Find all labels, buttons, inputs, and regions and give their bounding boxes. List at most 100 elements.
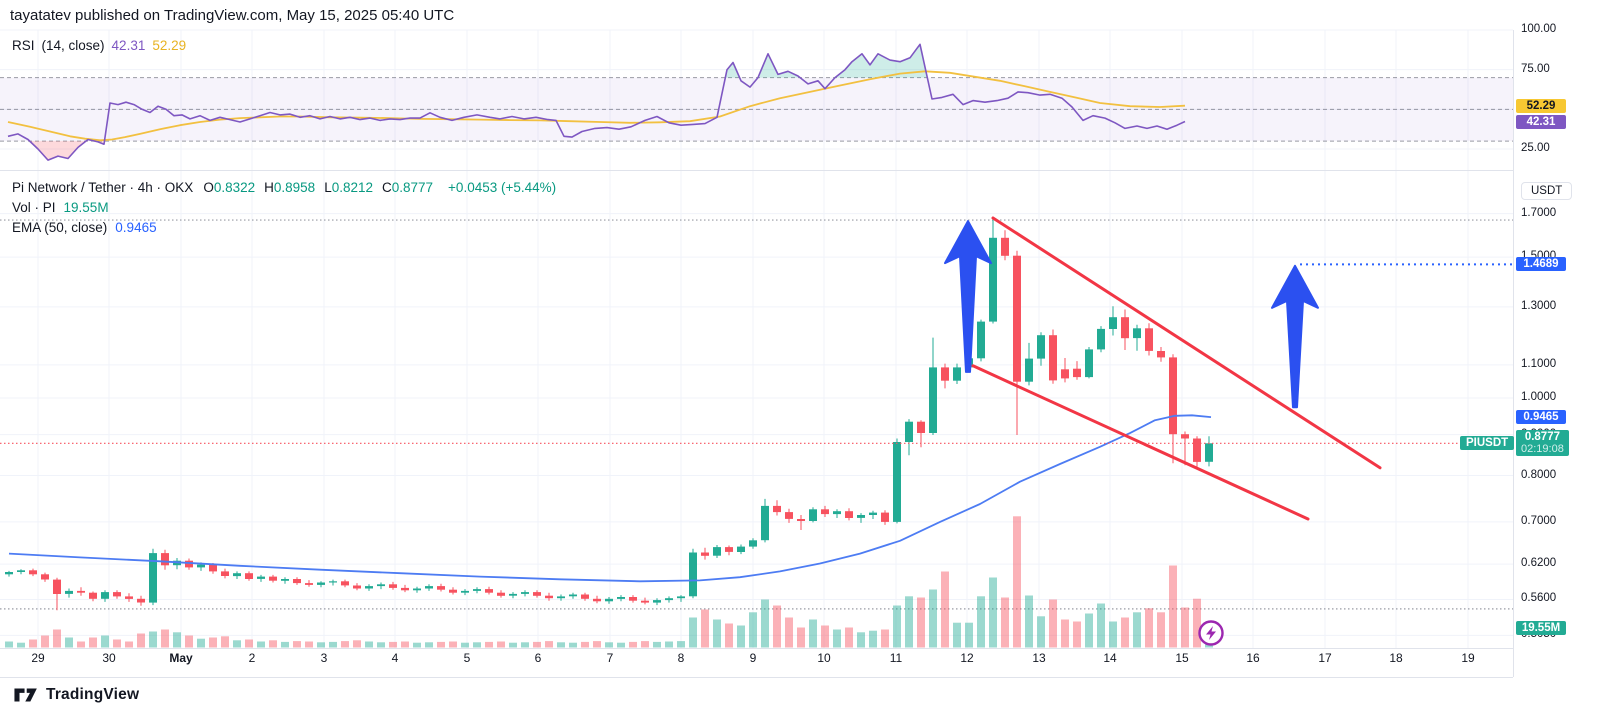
volume-bar bbox=[641, 641, 649, 648]
volume-bar bbox=[1157, 612, 1165, 648]
candle bbox=[1049, 335, 1057, 381]
candle bbox=[1085, 349, 1093, 378]
time-axis-label: 16 bbox=[1246, 651, 1260, 665]
volume-bar bbox=[89, 637, 97, 648]
up-arrow-drawing[interactable] bbox=[1271, 264, 1319, 409]
time-axis-label: 15 bbox=[1175, 651, 1189, 665]
volume-bar bbox=[701, 609, 709, 648]
volume-bar bbox=[197, 638, 205, 648]
candle bbox=[1109, 317, 1117, 329]
time-axis-label: 2 bbox=[248, 651, 256, 665]
volume-bar bbox=[1097, 603, 1105, 648]
volume-bar bbox=[677, 641, 685, 648]
rsi-params: (14, close) bbox=[41, 38, 105, 53]
symbol-legend-row-ohlc[interactable]: Pi Network / Tether · 4h · OKX O0.8322 H0… bbox=[12, 178, 556, 197]
candle bbox=[53, 579, 61, 594]
volume-bar bbox=[689, 617, 697, 648]
time-axis-label: 6 bbox=[534, 651, 542, 665]
candle bbox=[77, 590, 85, 593]
volume-bar bbox=[449, 641, 457, 648]
candle bbox=[905, 421, 913, 442]
candle bbox=[1157, 351, 1165, 358]
time-axis-label: 13 bbox=[1032, 651, 1046, 665]
target-price-badge: 1.4689 bbox=[1516, 257, 1566, 272]
price-scale-border[interactable] bbox=[1513, 30, 1514, 677]
ema-line[interactable] bbox=[8, 414, 1212, 583]
candle bbox=[317, 582, 325, 585]
volume-bar bbox=[233, 640, 241, 648]
candle bbox=[1133, 328, 1141, 339]
volume-bar bbox=[761, 599, 769, 648]
candle bbox=[797, 519, 805, 521]
candle bbox=[1013, 255, 1021, 382]
volume-bar bbox=[593, 641, 601, 648]
up-arrow-drawing[interactable] bbox=[944, 220, 992, 373]
candle bbox=[365, 586, 373, 589]
volume-bar bbox=[413, 642, 421, 648]
candle bbox=[389, 584, 397, 588]
volume-legend-row[interactable]: Vol · PI 19.55M bbox=[12, 198, 556, 217]
pane-separator[interactable] bbox=[0, 170, 1513, 171]
candle bbox=[521, 592, 529, 594]
volume-bar bbox=[257, 641, 265, 648]
tradingview-logo-icon[interactable] bbox=[13, 687, 39, 703]
ohlc-key: L bbox=[324, 180, 332, 195]
change-value: +0.0453 (+5.44%) bbox=[448, 180, 557, 195]
volume-title: Vol · PI bbox=[12, 200, 56, 215]
volume-bar bbox=[377, 642, 385, 648]
candle bbox=[293, 579, 301, 584]
candle bbox=[929, 367, 937, 433]
footer: TradingView bbox=[13, 686, 139, 704]
candle bbox=[893, 442, 901, 522]
volume-bar bbox=[77, 641, 85, 648]
volume-bar bbox=[509, 642, 517, 648]
volume-bar bbox=[521, 642, 529, 648]
chart-canvas[interactable] bbox=[0, 0, 1600, 680]
candle bbox=[641, 600, 649, 603]
published-header: tayatatev published on TradingView.com, … bbox=[10, 7, 455, 24]
candle bbox=[257, 576, 265, 579]
ema-title: EMA (50, close) bbox=[12, 220, 108, 235]
candle bbox=[149, 553, 157, 603]
tradingview-brand-text[interactable]: TradingView bbox=[46, 686, 140, 703]
candle bbox=[209, 564, 217, 572]
last-price: 0.8777 bbox=[1524, 431, 1560, 444]
time-axis-separator[interactable] bbox=[0, 648, 1513, 649]
volume-bar bbox=[965, 622, 973, 648]
candle bbox=[689, 552, 697, 597]
volume-bar bbox=[65, 637, 73, 648]
price-axis-label: 1.7000 bbox=[1521, 206, 1557, 219]
rsi-indicator-legend[interactable]: RSI (14, close) 42.31 52.29 bbox=[12, 38, 186, 53]
trend-line[interactable] bbox=[971, 364, 1310, 521]
candle bbox=[17, 570, 25, 572]
volume-bar bbox=[989, 577, 997, 648]
ohlc-value: 0.8212 bbox=[331, 180, 373, 195]
ohlc-value: 0.8777 bbox=[391, 180, 434, 195]
ohlc-values: O0.8322 H0.8958 L0.8212 C0.8777 bbox=[201, 178, 440, 197]
candle bbox=[89, 592, 97, 599]
volume-bar bbox=[533, 641, 541, 648]
candle bbox=[65, 590, 73, 594]
rsi-price-badge: 42.31 bbox=[1516, 114, 1566, 129]
candle bbox=[185, 560, 193, 568]
volume-bar bbox=[653, 641, 661, 648]
symbol-legend: Pi Network / Tether · 4h · OKX O0.8322 H0… bbox=[12, 178, 556, 238]
volume-bar bbox=[629, 641, 637, 648]
volume-bar bbox=[425, 642, 433, 648]
volume-bar bbox=[1181, 607, 1189, 648]
volume-bar bbox=[125, 641, 133, 648]
volume-bar bbox=[1025, 595, 1033, 648]
volume-bar bbox=[821, 625, 829, 648]
currency-unit-button[interactable]: USDT bbox=[1521, 182, 1573, 200]
candle bbox=[665, 598, 673, 601]
volume-bar bbox=[665, 641, 673, 648]
trend-line[interactable] bbox=[991, 216, 1382, 470]
volume-bar bbox=[497, 641, 505, 648]
volume-bar bbox=[605, 642, 613, 648]
candle bbox=[605, 598, 613, 602]
candle bbox=[845, 511, 853, 518]
ohlc-key: O bbox=[203, 180, 214, 195]
volume-bar bbox=[953, 622, 961, 648]
candle bbox=[1025, 358, 1033, 382]
ema-legend-row[interactable]: EMA (50, close) 0.9465 bbox=[12, 218, 556, 237]
